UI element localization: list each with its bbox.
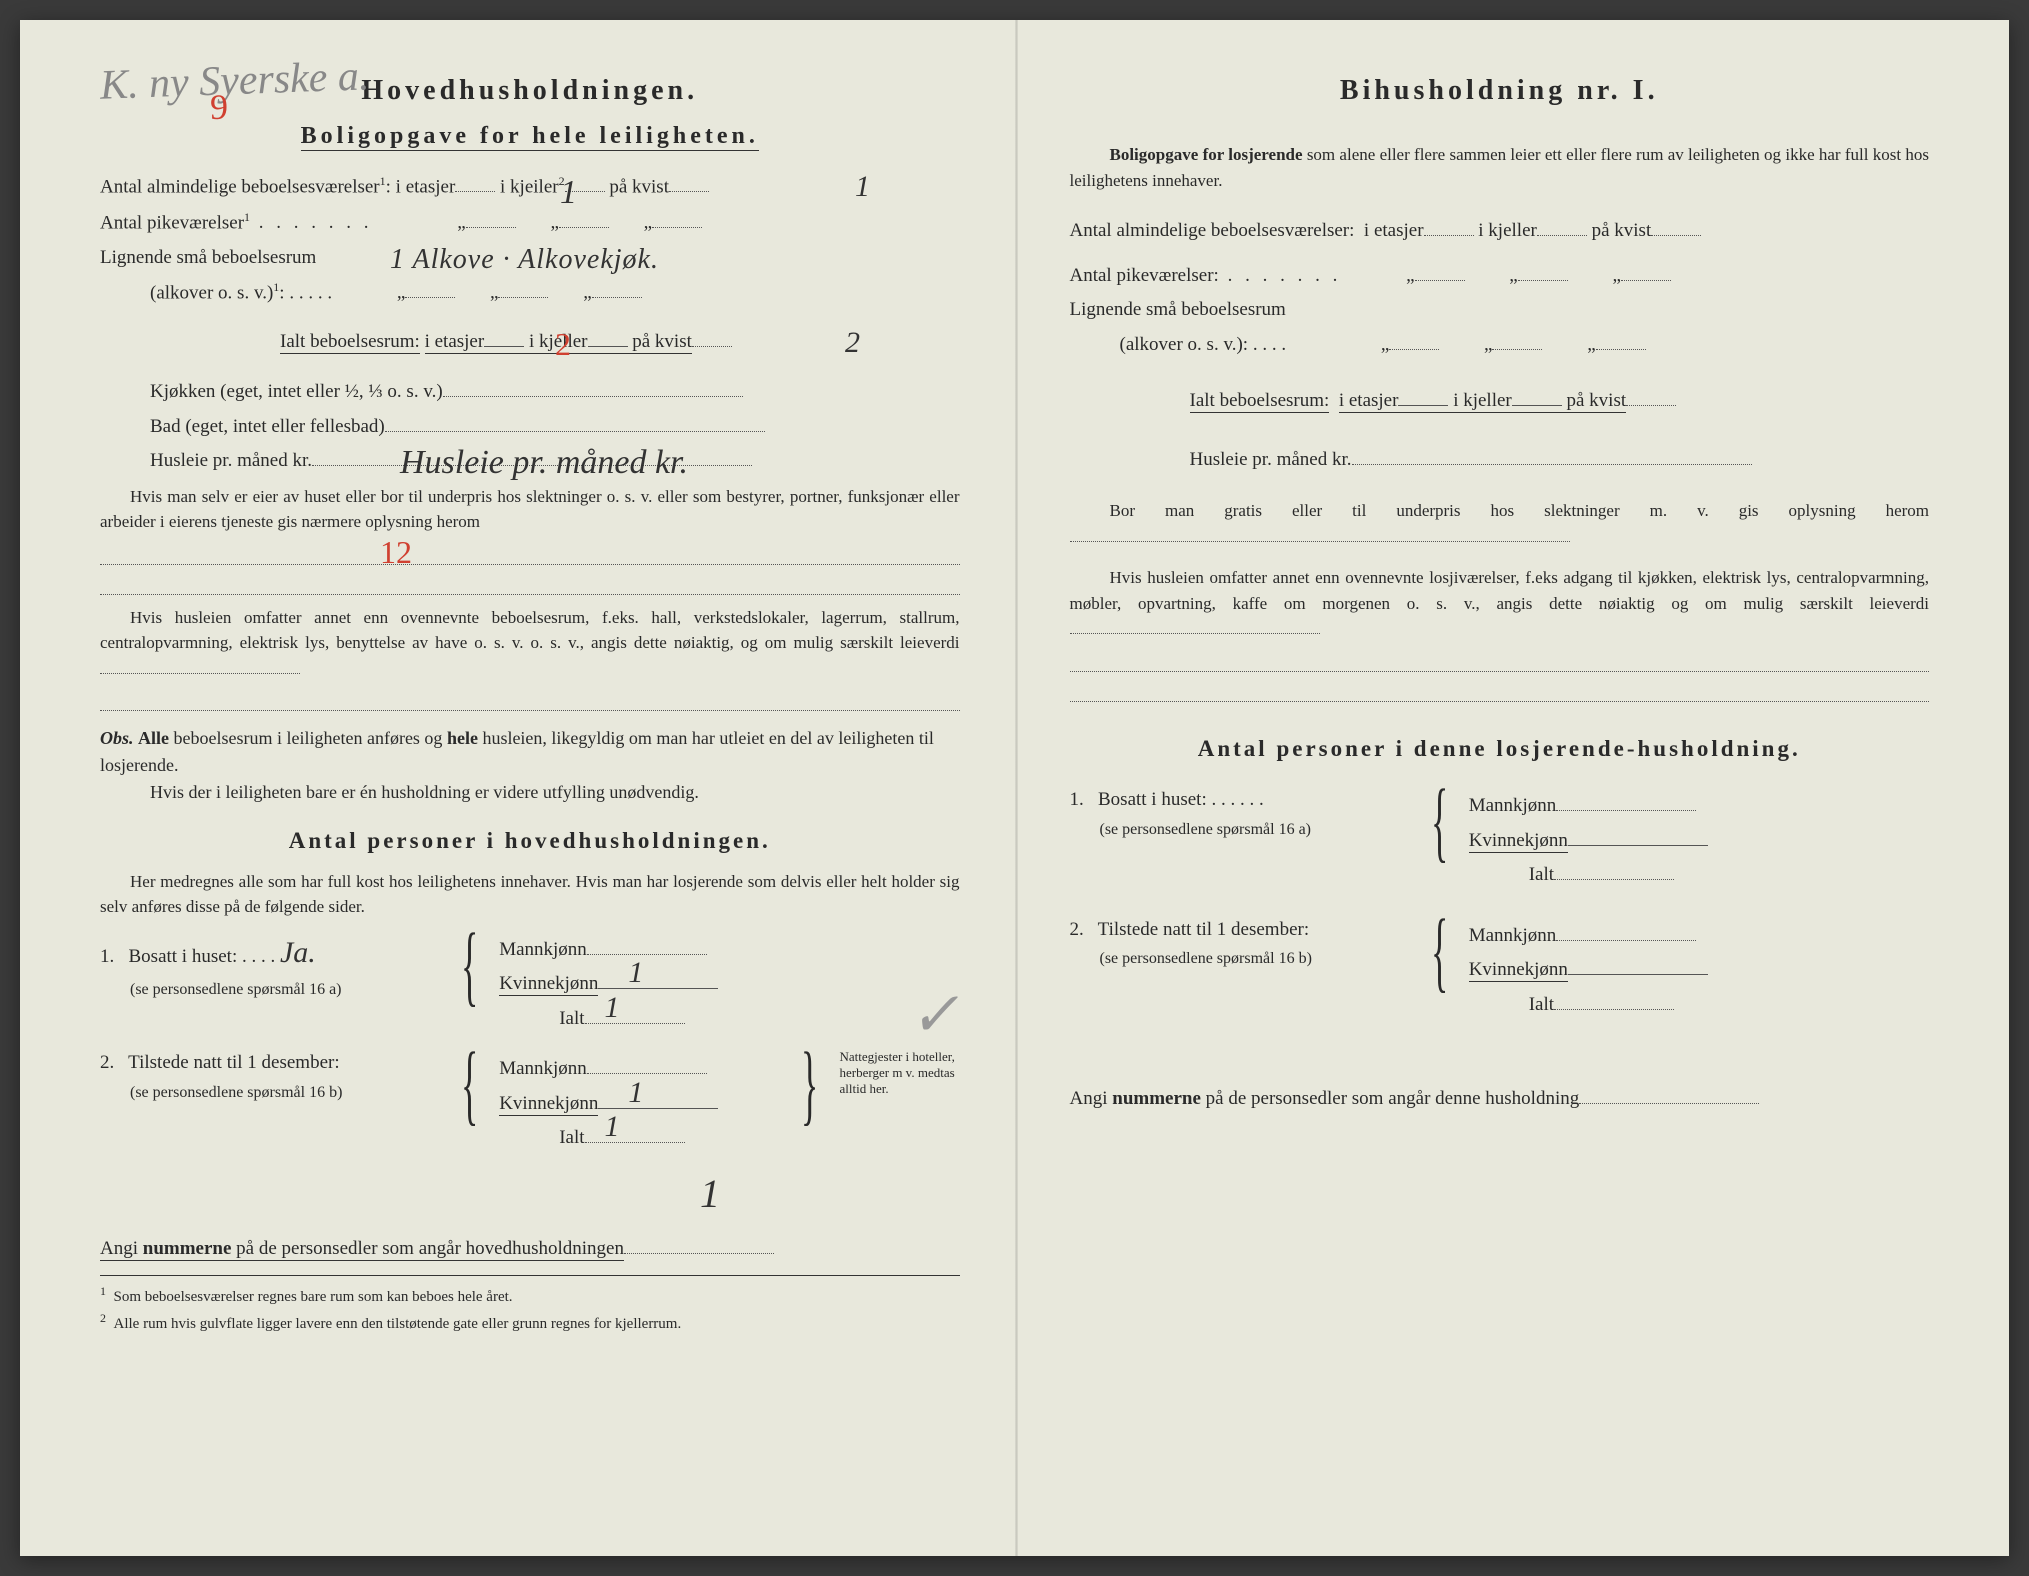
- r-persons-heading: Antal personer i denne losjerende-hushol…: [1070, 732, 1930, 767]
- hand-bosatt: Ja.: [280, 936, 316, 969]
- footnotes: 1 Som beboelsesværelser regnes bare rum …: [100, 1275, 960, 1335]
- hand-ialt-kv: 2: [845, 320, 860, 365]
- ialt-line: Ialt beboelsesrum: i etasjer i kjeller p…: [280, 328, 960, 357]
- hand-husleie: Husleie pr. måned kr.: [400, 437, 688, 488]
- r-blank-1: [1070, 650, 1930, 672]
- subtitle: Boligopgave for hele leiligheten.: [100, 118, 960, 154]
- blank-line-1: 12: [100, 543, 960, 565]
- note-2: Hvis husleien omfatter annet enn ovennev…: [100, 605, 960, 682]
- census-form-document: K. ny Syerske a. 9 Hovedhusholdningen. B…: [20, 20, 2009, 1556]
- r-blank-2: [1070, 680, 1930, 702]
- hand-ialt-et: 2: [555, 320, 571, 368]
- r-note2: Hvis husleien omfatter annet enn ovennev…: [1070, 565, 1930, 642]
- checkmark: ✓: [908, 969, 961, 1061]
- r-person-row-1: 1. Bosatt i huset: . . . . . . (se perso…: [1070, 786, 1930, 896]
- rooms-line-1: Antal almindelige beboelsesværelser1: i …: [100, 172, 960, 202]
- husleie-line: Husleie pr. måned kr. Husleie pr. måned …: [150, 447, 960, 476]
- obs-section: Obs. Alle beboelsesrum i leiligheten anf…: [100, 725, 960, 806]
- hand-kvist-1: 1: [855, 164, 870, 209]
- r-lignende: Lignende små beboelsesrum: [1070, 296, 1930, 325]
- r-person-row-2: 2. Tilstede natt til 1 desember: (se per…: [1070, 916, 1930, 1026]
- red-number-9: 9: [210, 80, 228, 134]
- blank-line-2: [100, 573, 960, 595]
- persons-heading: Antal personer i hovedhusholdningen.: [100, 824, 960, 859]
- note-1: Hvis man selv er eier av huset eller bor…: [100, 484, 960, 535]
- red-12: 12: [380, 528, 412, 576]
- handwritten-annotation-top: K. ny Syerske a.: [99, 45, 370, 117]
- person-row-1: 1. Bosatt i huset: . . . . Ja. (se perso…: [100, 930, 960, 1040]
- alkover-line: (alkover o. s. v.)1: . . . . . „ „ „: [150, 278, 960, 308]
- persons-note: Her medregnes alle som har full kost hos…: [100, 869, 960, 920]
- r-pikevaerelser: Antal pikeværelser: „ „ „: [1070, 262, 1930, 291]
- r-note1: Bor man gratis eller til underpris hos s…: [1070, 498, 1930, 549]
- angi-line: Angi nummerne på de personsedler som ang…: [100, 1235, 960, 1264]
- kjokken-line: Kjøkken (eget, intet eller ½, ⅓ o. s. v.…: [150, 378, 960, 407]
- left-page: K. ny Syerske a. 9 Hovedhusholdningen. B…: [20, 20, 1015, 1556]
- r-husleie: Husleie pr. måned kr.: [1190, 446, 1930, 475]
- person-row-2: 2. Tilstede natt til 1 desember: (se per…: [100, 1049, 960, 1159]
- pikevaerelser-line: Antal pikeværelser1 „ „ „: [100, 208, 960, 238]
- right-subtitle: Boligopgave for losjerende som alene ell…: [1070, 142, 1930, 193]
- blank-line-3: [100, 689, 960, 711]
- right-page: Bihusholdning nr. I. Boligopgave for los…: [1015, 20, 2010, 1556]
- hand-alkove: 1 Alkove · Alkovekjøk.: [390, 239, 659, 281]
- r-ialt: Ialt beboelsesrum: i etasjer i kjeller p…: [1190, 387, 1930, 416]
- r-alkover: (alkover o. s. v.): . . . . „ „ „: [1120, 331, 1930, 360]
- lignende-line: Lignende små beboelsesrum 1 Alkove · Alk…: [100, 244, 960, 273]
- right-title: Bihusholdning nr. I.: [1070, 70, 1930, 112]
- r-rooms-line-1: Antal almindelige beboelsesværelser: i e…: [1070, 217, 1930, 246]
- r-angi: Angi nummerne på de personsedler som ang…: [1070, 1085, 1930, 1114]
